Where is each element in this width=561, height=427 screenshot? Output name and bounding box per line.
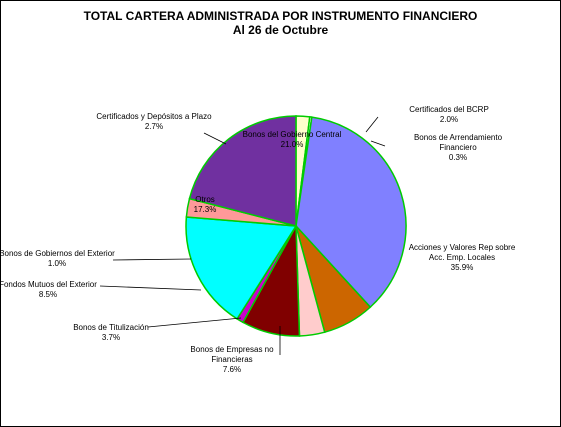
chart-subtitle: Al 26 de Octubre bbox=[232, 23, 329, 37]
slice-label-line: 8.5% bbox=[39, 290, 57, 299]
leader-line-2 bbox=[370, 140, 386, 147]
slice-label-line: Certificados del BCRP bbox=[409, 105, 489, 114]
leader-line-5 bbox=[147, 317, 242, 328]
slice-label-line: Financiero bbox=[439, 143, 477, 152]
slice-label-line: Certificados y Depósitos a Plazo bbox=[96, 112, 212, 121]
slice-label-line: Bonos del Gobierno Central bbox=[243, 130, 342, 139]
pie-slice-8 bbox=[185, 216, 298, 320]
slice-label-3: Acciones y Valores Rep sobre Acc. Emp. Lo… bbox=[409, 243, 516, 272]
slice-label-5: Bonos de Titulización 3.7% bbox=[73, 323, 149, 342]
slice-label-line: Bonos de Titulización bbox=[73, 323, 149, 332]
slice-label-2: Bonos de Arrendamiento Financiero 0.3% bbox=[414, 133, 503, 162]
slice-label-line: Financieras bbox=[211, 355, 252, 364]
slice-label-line: 0.3% bbox=[449, 153, 467, 162]
slice-labels: Certificados del BCRP 2.0% Bonos de Arrend… bbox=[0, 105, 516, 374]
slice-label-line: Bonos de Gobiernos del Exterior bbox=[0, 249, 115, 258]
slice-label-line: Otros bbox=[195, 195, 215, 204]
slice-label-8: Otros 17.3% bbox=[194, 195, 217, 214]
leader-line-1 bbox=[365, 116, 379, 133]
slice-label-1: Certificados del BCRP 2.0% bbox=[409, 105, 489, 124]
slice-label-line: Acciones y Valores Rep sobre bbox=[409, 243, 516, 252]
slice-label-line: 3.7% bbox=[102, 333, 120, 342]
slice-label-9: Certificados y Depósitos a Plazo 2.7% bbox=[96, 112, 212, 131]
slice-label-line: 21.0% bbox=[281, 140, 304, 149]
slice-label-line: 17.3% bbox=[194, 205, 217, 214]
slice-label-line: Acc. Emp. Locales bbox=[429, 253, 495, 262]
slice-label-line: Bonos de Arrendamiento bbox=[414, 133, 503, 142]
slice-label-line: 2.7% bbox=[145, 122, 163, 131]
leader-line-9 bbox=[203, 132, 227, 145]
slice-label-line: 7.6% bbox=[223, 365, 241, 374]
slice-label-10: Bonos del Gobierno Central 21.0% bbox=[243, 130, 342, 149]
slice-label-7: Bonos de Gobiernos del Exterior 1.0% bbox=[0, 249, 115, 268]
slice-label-line: 35.9% bbox=[451, 263, 474, 272]
pie-slices bbox=[185, 115, 407, 337]
chart-title: TOTAL CARTERA ADMINISTRADA POR INSTRUMEN… bbox=[83, 9, 478, 23]
leader-line-7 bbox=[112, 258, 192, 261]
pie-slice-3 bbox=[295, 116, 407, 309]
leader-line-6 bbox=[99, 285, 202, 291]
slice-label-line: Fondos Mutuos del Exterior bbox=[0, 280, 97, 289]
slice-label-line: Bonos de Empresas no bbox=[190, 345, 274, 354]
slice-label-line: 2.0% bbox=[440, 115, 458, 124]
slice-label-4: Bonos de Empresas no Financieras 7.6% bbox=[190, 345, 274, 374]
leader-lines bbox=[99, 116, 386, 355]
slice-label-6: Fondos Mutuos del Exterior 8.5% bbox=[0, 280, 97, 299]
slice-label-line: 1.0% bbox=[48, 259, 66, 268]
pie-slice-10 bbox=[188, 115, 297, 227]
